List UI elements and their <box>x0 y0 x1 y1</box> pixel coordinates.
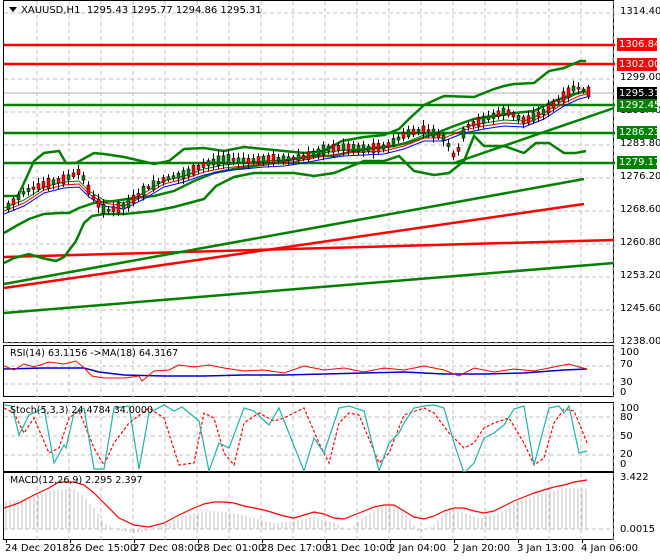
stochastic-canvas <box>4 403 615 473</box>
stoch-axis-label: 80 <box>620 412 633 423</box>
rsi-axis-label: 100 <box>620 347 640 358</box>
time-tick <box>6 539 7 543</box>
price-axis-label: 1299.00 <box>620 72 660 83</box>
time-axis-label: 27 Dec 08:00 <box>133 543 201 554</box>
price-level-tag: 1302.00 <box>617 58 660 71</box>
time-axis-label: 31 Dec 10:00 <box>325 543 393 554</box>
macd-axis-label: 3.422 <box>620 472 649 483</box>
price-level-tag: 1286.23 <box>617 126 660 139</box>
price-axis-label: 1260.80 <box>620 237 660 248</box>
macd-title: MACD(12,26,9) 2.295 2.397 <box>10 475 143 486</box>
price-axis-label: 1283.80 <box>620 138 660 149</box>
time-axis-label: 3 Jan 13:00 <box>517 543 574 554</box>
price-level-tag: 1279.17 <box>617 156 660 169</box>
price-level-tag: 1306.84 <box>617 38 660 51</box>
price-axis-label: 1268.60 <box>620 204 660 215</box>
time-axis-label: 26 Dec 15:00 <box>69 543 137 554</box>
price-axis-label: 1245.60 <box>620 303 660 314</box>
stoch-axis-label: 100 <box>620 403 640 414</box>
price-axis-label: 1253.20 <box>620 270 660 281</box>
rsi-canvas <box>4 346 615 398</box>
price-level-tag: 1292.45 <box>617 99 660 112</box>
symbol-label: XAUUSD,H1 <box>21 5 81 16</box>
time-tick <box>134 539 135 543</box>
time-tick <box>262 539 263 543</box>
price-chart-canvas <box>4 1 615 344</box>
time-axis-label: 4 Jan 06:00 <box>581 543 638 554</box>
rsi-title: RSI(14) 63.1156 ->MA(18) 64.3167 <box>10 348 179 359</box>
rsi-panel[interactable]: RSI(14) 63.1156 ->MA(18) 64.3167 <box>3 345 615 398</box>
price-level-tag: 1295.31 <box>617 87 660 100</box>
time-tick <box>454 539 455 543</box>
rsi-axis-label: 0 <box>620 387 627 398</box>
stoch-axis-label: 0 <box>620 459 627 470</box>
time-tick <box>518 539 519 543</box>
time-tick <box>582 539 583 543</box>
time-tick <box>390 539 391 543</box>
rsi-axis-label: 70 <box>620 359 633 370</box>
time-tick <box>198 539 199 543</box>
price-axis-label: 1276.20 <box>620 171 660 182</box>
time-axis-label: 28 Dec 17:00 <box>261 543 329 554</box>
macd-axis-label: 0.0015 <box>620 524 655 535</box>
time-axis-label: 24 Dec 2018 <box>5 543 69 554</box>
stochastic-panel[interactable]: Stoch(5,3,3) 24.4784 34.0000 <box>3 402 615 473</box>
time-tick <box>70 539 71 543</box>
ohlc-values: 1295.43 1295.77 1294.86 1295.31 <box>86 5 262 16</box>
stoch-axis-label: 50 <box>620 431 633 442</box>
stochastic-title: Stoch(5,3,3) 24.4784 34.0000 <box>10 405 154 416</box>
price-axis-label: 1314.40 <box>620 6 660 17</box>
stoch-axis-label: 20 <box>620 449 633 460</box>
price-axis-label: 1238.00 <box>620 336 660 347</box>
macd-canvas <box>4 473 615 541</box>
macd-panel[interactable]: MACD(12,26,9) 2.295 2.397 <box>3 472 615 541</box>
rsi-axis-label: 30 <box>620 377 633 388</box>
time-axis-label: 28 Dec 01:00 <box>197 543 265 554</box>
time-axis-label: 2 Jan 04:00 <box>389 543 446 554</box>
price-chart-panel[interactable]: XAUUSD,H1 1295.43 1295.77 1294.86 1295.3… <box>3 0 615 344</box>
time-axis-label: 2 Jan 20:00 <box>453 543 510 554</box>
chart-menu-triangle-icon[interactable] <box>9 7 17 12</box>
chart-title: XAUUSD,H1 1295.43 1295.77 1294.86 1295.3… <box>9 5 262 16</box>
time-tick <box>326 539 327 543</box>
